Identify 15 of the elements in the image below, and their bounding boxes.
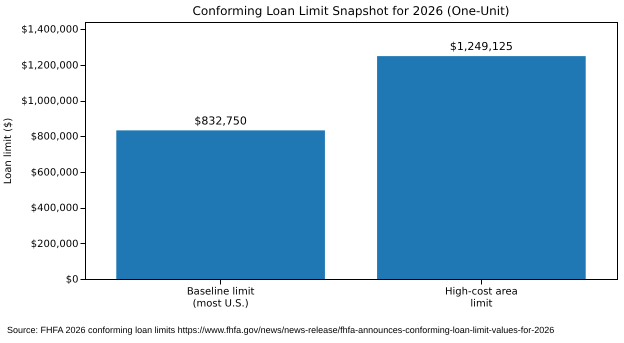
- y-tick-label: $600,000: [30, 167, 78, 178]
- data-label: $832,750: [194, 114, 247, 128]
- y-tick-label: $200,000: [30, 238, 78, 250]
- x-tick-label: High-cost area limit: [444, 286, 518, 310]
- y-tick-label: $800,000: [30, 132, 78, 143]
- y-axis-title: Loan limit ($): [3, 118, 14, 184]
- chart-title: Conforming Loan Limit Snapshot for 2026 (One-Unit): [192, 4, 510, 18]
- x-tick-label: Baseline limit (most U.S.): [186, 286, 254, 310]
- y-tick-label: $1,400,000: [21, 24, 78, 36]
- y-tick-label: $400,000: [30, 203, 78, 214]
- y-tick-label: $1,000,000: [21, 96, 78, 108]
- source-note: Source: FHFA 2026 conforming loan limits https://www.fhfa.gov/news/news-release/fhfa-announces-conforming-loan-limit-values-for-2026: [7, 325, 554, 335]
- data-label: $1,249,125: [450, 40, 513, 54]
- y-tick-label: $1,200,000: [21, 60, 78, 72]
- y-tick-label: $0: [66, 274, 78, 286]
